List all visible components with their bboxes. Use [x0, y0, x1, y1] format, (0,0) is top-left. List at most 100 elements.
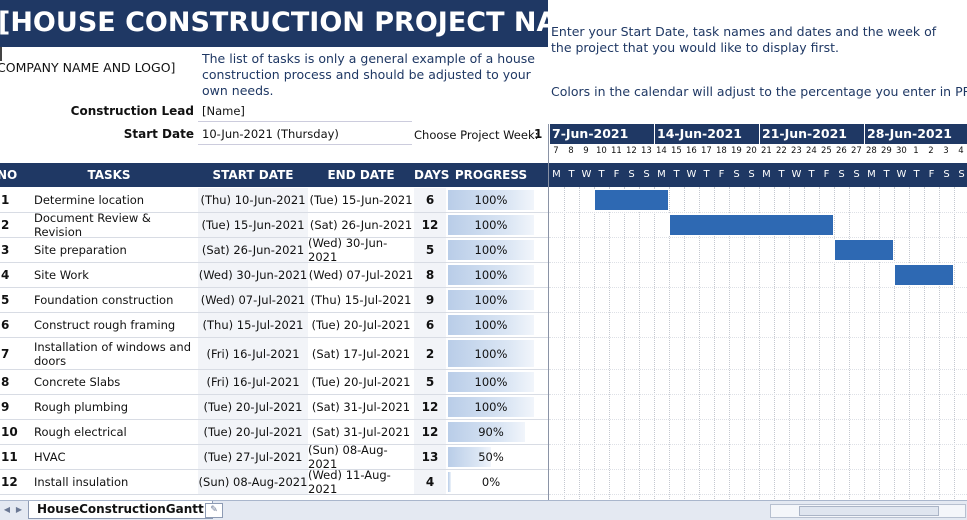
- weekday-letter: F: [714, 163, 729, 187]
- task-name[interactable]: HVAC: [34, 450, 66, 464]
- table-row[interactable]: 12 Install insulation (Sun) 08-Aug-2021 (We…: [0, 468, 548, 496]
- table-row[interactable]: 1 Determine location (Thu) 10-Jun-2021 (Tue…: [0, 188, 548, 213]
- task-end-date[interactable]: (Thu) 15-Jul-2021: [310, 293, 412, 307]
- progress-bar: [448, 190, 534, 210]
- gantt-gridline: [609, 187, 610, 499]
- task-end-date[interactable]: (Tue) 20-Jul-2021: [311, 375, 411, 389]
- task-progress[interactable]: 100%: [448, 313, 534, 337]
- task-start-date[interactable]: (Tue) 20-Jul-2021: [198, 420, 308, 444]
- task-start-date[interactable]: (Fri) 16-Jul-2021: [198, 338, 308, 369]
- task-progress[interactable]: 90%: [448, 420, 534, 444]
- start-date-input[interactable]: 10-Jun-2021 (Thursday): [198, 123, 412, 145]
- task-progress[interactable]: 100%: [448, 288, 534, 312]
- gantt-bar[interactable]: [669, 214, 834, 236]
- sheet-tab-housegantt[interactable]: HouseConstructionGantt: [28, 501, 213, 519]
- progress-value: 100%: [474, 400, 508, 414]
- project-week-input[interactable]: 1: [534, 127, 543, 141]
- task-progress[interactable]: 100%: [448, 263, 534, 287]
- table-row[interactable]: 9 Rough plumbing (Tue) 20-Jul-2021 (Sat) 31…: [0, 395, 548, 420]
- task-name[interactable]: Site Work: [34, 268, 89, 282]
- task-name[interactable]: Rough electrical: [34, 425, 127, 439]
- table-row[interactable]: 4 Site Work (Wed) 30-Jun-2021 (Wed) 07-Jul-…: [0, 263, 548, 288]
- task-name[interactable]: Foundation construction: [34, 293, 174, 307]
- task-progress[interactable]: 100%: [448, 238, 534, 262]
- table-row[interactable]: 6 Construct rough framing (Thu) 15-Jul-202…: [0, 313, 548, 338]
- task-end-date[interactable]: (Sat) 17-Jul-2021: [311, 346, 411, 361]
- task-progress[interactable]: 100%: [448, 188, 534, 212]
- table-row[interactable]: 7 Installation of windows and doors (Fri) …: [0, 338, 548, 370]
- task-end-date[interactable]: (Sat) 26-Jun-2021: [309, 218, 413, 232]
- header-end-date: END DATE: [327, 168, 395, 182]
- gantt-gridline: [939, 187, 940, 499]
- task-progress[interactable]: 0%: [448, 470, 534, 494]
- task-name[interactable]: Installation of windows and doors: [34, 339, 192, 368]
- task-name[interactable]: Install insulation: [34, 475, 129, 489]
- table-row[interactable]: 3 Site preparation (Sat) 26-Jun-2021 (Wed) …: [0, 236, 548, 264]
- task-name[interactable]: Determine location: [34, 193, 145, 207]
- task-name[interactable]: Site preparation: [34, 243, 127, 257]
- row-number: 12: [1, 475, 18, 489]
- row-number: 9: [1, 400, 10, 414]
- insert-sheet-icon[interactable]: ✎: [205, 503, 223, 518]
- task-end-date[interactable]: (Wed) 07-Jul-2021: [308, 268, 414, 282]
- task-start-date[interactable]: (Tue) 20-Jul-2021: [198, 395, 308, 419]
- progress-bar: [448, 340, 534, 367]
- task-name[interactable]: Document Review & Revision: [34, 211, 151, 239]
- horizontal-scrollbar[interactable]: [770, 504, 966, 518]
- weekday-letter: T: [699, 163, 714, 187]
- prev-sheet-icon[interactable]: ◀: [3, 505, 11, 514]
- table-row[interactable]: 11 HVAC (Tue) 27-Jul-2021 (Sun) 08-Aug-2021…: [0, 443, 548, 471]
- task-days: 6: [414, 313, 446, 337]
- lead-input[interactable]: [Name]: [198, 100, 412, 122]
- gantt-bar[interactable]: [834, 239, 894, 261]
- row-number: 6: [1, 318, 10, 332]
- task-start-date[interactable]: (Sat) 26-Jun-2021: [198, 238, 308, 262]
- task-end-date[interactable]: (Wed) 11-Aug-2021: [308, 468, 391, 496]
- task-progress[interactable]: 50%: [448, 445, 534, 469]
- task-start-date[interactable]: (Sun) 08-Aug-2021: [198, 470, 308, 494]
- task-start-date[interactable]: (Thu) 10-Jun-2021: [198, 188, 308, 212]
- task-start-date[interactable]: (Wed) 07-Jul-2021: [198, 288, 308, 312]
- task-end-date[interactable]: (Tue) 15-Jun-2021: [309, 193, 413, 207]
- cell-cursor: [0, 47, 5, 61]
- task-start-date[interactable]: (Thu) 15-Jul-2021: [198, 313, 308, 337]
- week-header: 21-Jun-2021: [759, 124, 864, 144]
- task-name[interactable]: Construct rough framing: [34, 318, 176, 332]
- next-sheet-icon[interactable]: ▶: [15, 505, 23, 514]
- progress-bar: [448, 315, 534, 335]
- task-name[interactable]: Concrete Slabs: [34, 375, 121, 389]
- gantt-gridline: [894, 187, 895, 499]
- task-end-date[interactable]: (Sat) 31-Jul-2021: [311, 425, 411, 439]
- task-progress[interactable]: 100%: [448, 338, 534, 369]
- scrollbar-thumb[interactable]: [799, 506, 939, 516]
- task-start-date[interactable]: (Tue) 15-Jun-2021: [198, 213, 308, 237]
- gantt-gridline: [879, 187, 880, 499]
- table-row[interactable]: 10 Rough electrical (Tue) 20-Jul-2021 (Sat)…: [0, 420, 548, 445]
- task-end-date[interactable]: (Tue) 20-Jul-2021: [311, 318, 411, 332]
- gantt-bar[interactable]: [894, 264, 954, 286]
- row-number: 8: [1, 375, 10, 389]
- progress-value: 100%: [474, 243, 508, 257]
- gantt-gridline: [564, 187, 565, 499]
- table-row[interactable]: 2 Document Review & Revision (Tue) 15-Jun-…: [0, 211, 548, 239]
- task-end-date[interactable]: (Sun) 08-Aug-2021: [308, 443, 388, 471]
- task-progress[interactable]: 100%: [448, 370, 534, 394]
- task-progress[interactable]: 100%: [448, 395, 534, 419]
- gantt-row-line: [549, 337, 967, 338]
- task-end-date[interactable]: (Wed) 30-Jun-2021: [308, 236, 388, 264]
- task-start-date[interactable]: (Tue) 27-Jul-2021: [198, 445, 308, 469]
- task-end-date[interactable]: (Sat) 31-Jul-2021: [311, 400, 411, 414]
- task-start-date[interactable]: (Fri) 16-Jul-2021: [198, 370, 308, 394]
- task-start-date[interactable]: (Wed) 30-Jun-2021: [198, 263, 308, 287]
- header-tasks: TASKS: [87, 168, 131, 182]
- table-row[interactable]: 8 Concrete Slabs (Fri) 16-Jul-2021 (Tue) 20…: [0, 370, 548, 395]
- task-days: 13: [414, 445, 446, 469]
- gantt-row-line: [549, 394, 967, 395]
- table-row[interactable]: 5 Foundation construction (Wed) 07-Jul-202…: [0, 288, 548, 313]
- gantt-bar[interactable]: [594, 189, 669, 211]
- task-name[interactable]: Rough plumbing: [34, 400, 129, 414]
- day-number: 11: [611, 146, 622, 156]
- progress-value: 100%: [474, 346, 508, 361]
- gantt-gridline: [774, 187, 775, 499]
- task-progress[interactable]: 100%: [448, 213, 534, 237]
